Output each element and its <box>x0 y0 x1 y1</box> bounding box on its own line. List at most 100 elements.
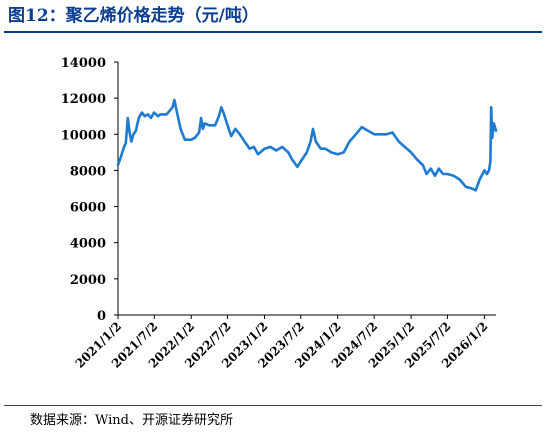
data-point <box>442 173 444 175</box>
data-point <box>306 151 308 154</box>
data-point <box>137 117 140 119</box>
data-point <box>391 131 394 134</box>
data-point <box>218 115 220 117</box>
data-point <box>291 158 294 161</box>
data-point <box>275 149 277 152</box>
y-tick-label: 8000 <box>70 164 106 179</box>
data-point <box>128 131 131 134</box>
data-point <box>220 106 223 108</box>
data-point <box>446 173 449 175</box>
data-point <box>223 113 225 116</box>
data-point <box>281 146 284 148</box>
data-point <box>173 99 176 101</box>
data-point <box>397 140 400 143</box>
series-line <box>116 98 498 192</box>
y-tick-label: 14000 <box>61 56 106 71</box>
data-point <box>203 122 206 125</box>
data-point <box>493 122 495 125</box>
data-point <box>125 142 127 145</box>
data-point <box>403 146 406 148</box>
data-point <box>153 111 155 114</box>
data-point <box>495 129 497 132</box>
data-point <box>171 106 174 108</box>
y-tick-label: 2000 <box>70 273 106 288</box>
data-point <box>234 128 237 130</box>
data-point <box>230 135 232 137</box>
data-point <box>208 124 210 127</box>
data-point <box>143 115 146 117</box>
data-point <box>315 140 317 143</box>
y-tick-label: 0 <box>97 309 106 324</box>
data-point <box>226 124 229 127</box>
data-point <box>438 167 440 170</box>
data-point <box>157 115 159 117</box>
y-tick-label: 6000 <box>70 201 106 216</box>
data-point <box>309 140 312 143</box>
data-point <box>296 166 299 168</box>
data-point <box>248 147 251 150</box>
data-point <box>478 178 481 181</box>
data-point <box>324 147 327 150</box>
data-point <box>486 173 488 175</box>
data-point <box>488 169 490 172</box>
data-point <box>312 128 314 130</box>
y-tick-label: 10000 <box>61 128 106 143</box>
data-point <box>379 133 382 136</box>
data-point <box>269 146 272 148</box>
data-point <box>336 153 339 155</box>
data-point <box>416 158 418 161</box>
data-point <box>190 138 192 141</box>
data-point <box>348 140 351 143</box>
data-point <box>458 178 461 181</box>
y-tick-label: 4000 <box>70 237 106 252</box>
data-point <box>147 113 149 116</box>
data-point <box>422 164 424 166</box>
figure-title: 图12：聚乙烯价格走势（元/吨） <box>8 6 259 26</box>
data-point <box>117 164 119 166</box>
series-group <box>116 98 498 192</box>
data-point <box>483 169 486 172</box>
data-point <box>489 160 492 163</box>
data-point <box>300 160 302 163</box>
data-point <box>194 137 196 139</box>
data-point <box>214 124 216 127</box>
data-point <box>159 113 162 116</box>
y-axis: 0 2000 4000 6000 8000 10000 12000 14000 <box>61 56 119 324</box>
data-point <box>123 146 125 148</box>
data-point <box>361 126 363 128</box>
data-point <box>263 147 266 150</box>
data-point <box>119 157 122 159</box>
y-tick-label: 12000 <box>61 92 106 107</box>
source-note: 数据来源：Wind、开源证券研究所 <box>30 413 233 428</box>
data-point <box>471 187 473 190</box>
source-rule <box>4 405 542 406</box>
title-rule <box>4 31 542 33</box>
data-point <box>184 138 186 141</box>
data-point <box>464 185 467 188</box>
data-point <box>342 151 345 154</box>
data-point <box>367 129 369 132</box>
data-point <box>179 128 182 130</box>
data-point <box>385 133 388 136</box>
data-point <box>130 140 133 143</box>
data-point <box>198 131 200 134</box>
data-point <box>320 147 322 150</box>
data-point <box>287 151 290 154</box>
data-point <box>253 146 255 148</box>
data-point <box>452 175 455 177</box>
data-point <box>165 113 168 116</box>
data-point <box>202 128 204 130</box>
data-point <box>434 175 436 177</box>
data-point <box>373 133 376 136</box>
x-axis: 2021/1/22021/7/22022/1/22022/7/22023/1/2… <box>73 314 496 371</box>
data-point <box>176 113 179 116</box>
data-point <box>330 151 333 154</box>
data-point <box>491 137 494 139</box>
data-point <box>141 111 143 114</box>
data-point <box>257 153 259 155</box>
data-point <box>245 142 247 145</box>
data-point <box>430 167 432 170</box>
data-point <box>132 133 135 136</box>
data-point <box>474 189 477 192</box>
